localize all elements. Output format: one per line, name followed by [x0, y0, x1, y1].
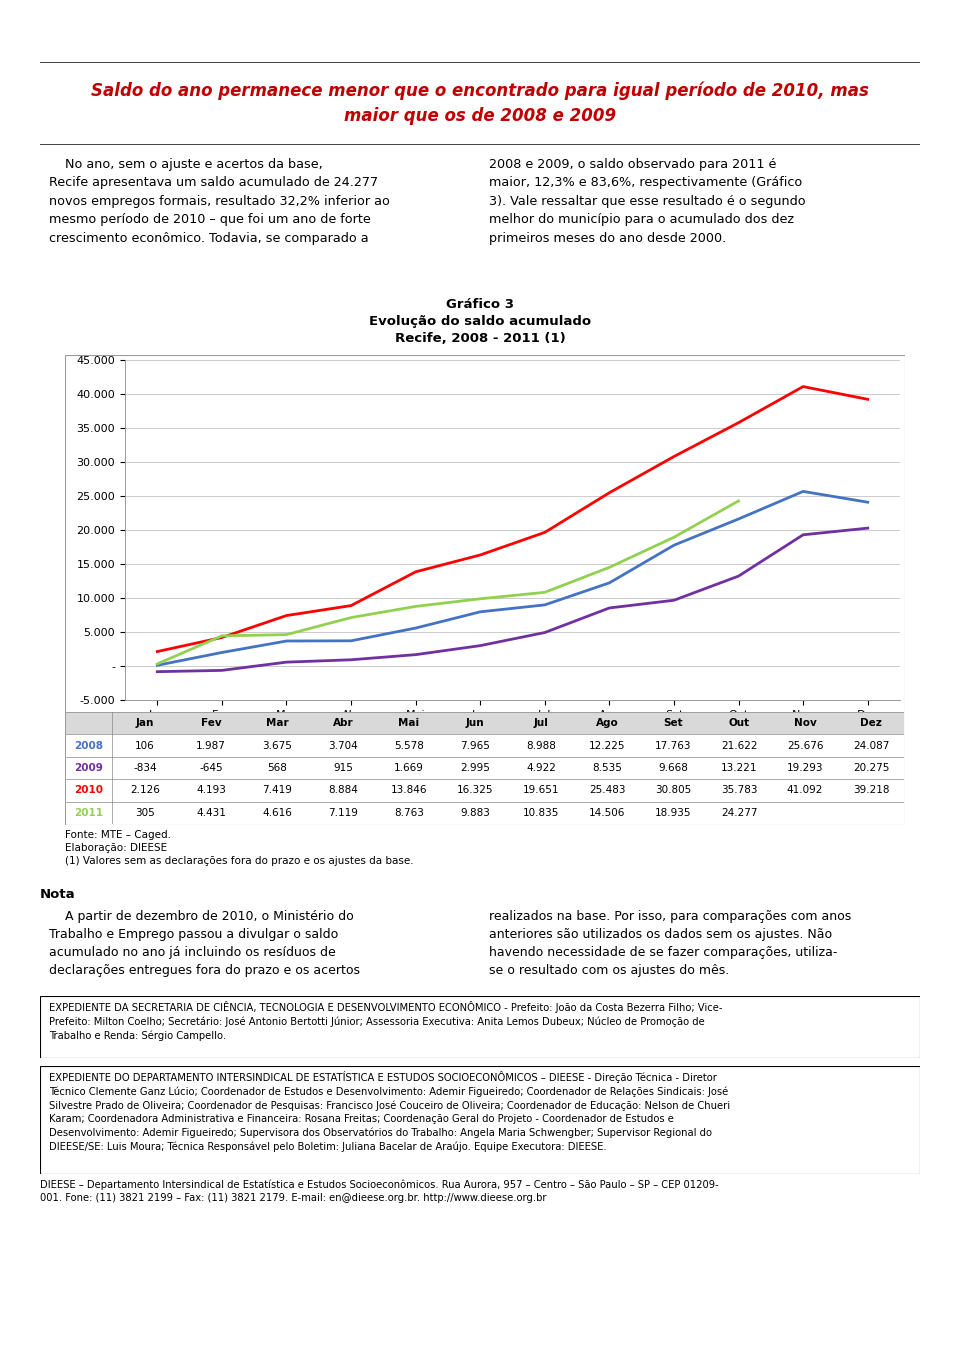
- Text: Nov: Nov: [794, 718, 816, 728]
- Text: 19.651: 19.651: [523, 785, 560, 796]
- Text: 106: 106: [135, 740, 155, 751]
- Text: Out: Out: [729, 718, 750, 728]
- Text: A partir de dezembro de 2010, o Ministério do
Trabalho e Emprego passou a divulg: A partir de dezembro de 2010, o Ministér…: [49, 909, 360, 977]
- Text: 39.218: 39.218: [852, 785, 889, 796]
- Text: Mar: Mar: [266, 718, 288, 728]
- Text: Dez: Dez: [860, 718, 882, 728]
- Text: 25.483: 25.483: [588, 785, 625, 796]
- Text: 7.965: 7.965: [460, 740, 490, 751]
- Text: No ano, sem o ajuste e acertos da base,
Recife apresentava um saldo acumulado de: No ano, sem o ajuste e acertos da base, …: [49, 158, 390, 245]
- Text: realizados na base. Por isso, para comparações com anos
anteriores são utilizado: realizados na base. Por isso, para compa…: [489, 909, 852, 977]
- Text: 568: 568: [267, 763, 287, 773]
- Text: Mai: Mai: [398, 718, 420, 728]
- Text: 41.092: 41.092: [787, 785, 823, 796]
- Text: 4.193: 4.193: [196, 785, 226, 796]
- Text: 10.835: 10.835: [523, 808, 560, 817]
- Text: 13.221: 13.221: [721, 763, 757, 773]
- Text: 20.275: 20.275: [852, 763, 889, 773]
- Text: 8.535: 8.535: [592, 763, 622, 773]
- Text: 2.995: 2.995: [460, 763, 490, 773]
- Text: Jan: Jan: [136, 718, 155, 728]
- Bar: [66, 735, 904, 756]
- Text: 16.325: 16.325: [457, 785, 493, 796]
- Text: 17.763: 17.763: [655, 740, 691, 751]
- Text: 8.884: 8.884: [328, 785, 358, 796]
- Text: Fonte: MTE – Caged.
Elaboração: DIEESE
(1) Valores sem as declarações fora do pr: Fonte: MTE – Caged. Elaboração: DIEESE (…: [65, 829, 414, 866]
- Text: Saldo do ano permanece menor que o encontrado para igual período de 2010, mas
ma: Saldo do ano permanece menor que o encon…: [91, 81, 869, 126]
- Text: 25.676: 25.676: [787, 740, 824, 751]
- Text: 3.675: 3.675: [262, 740, 292, 751]
- Text: 9.883: 9.883: [460, 808, 490, 817]
- Text: 35.783: 35.783: [721, 785, 757, 796]
- Text: 8.763: 8.763: [395, 808, 424, 817]
- Text: 915: 915: [333, 763, 353, 773]
- Text: 4.616: 4.616: [262, 808, 292, 817]
- Text: 4.431: 4.431: [196, 808, 226, 817]
- Text: 9.668: 9.668: [659, 763, 688, 773]
- Text: 2008: 2008: [75, 740, 104, 751]
- Text: 2.126: 2.126: [131, 785, 160, 796]
- Text: 1.669: 1.669: [395, 763, 424, 773]
- Text: Jul: Jul: [534, 718, 548, 728]
- Text: 2010: 2010: [75, 785, 104, 796]
- Text: Nota: Nota: [40, 889, 76, 901]
- Text: PÁGINA 5: PÁGINA 5: [891, 14, 946, 24]
- Text: 21.622: 21.622: [721, 740, 757, 751]
- Text: 24.277: 24.277: [721, 808, 757, 817]
- Bar: [66, 756, 904, 779]
- Text: 24.087: 24.087: [852, 740, 889, 751]
- Text: EXPEDIENTE DA SECRETARIA DE CIÊNCIA, TECNOLOGIA E DESENVOLVIMENTO ECONÔMICO - Pr: EXPEDIENTE DA SECRETARIA DE CIÊNCIA, TEC…: [49, 1001, 722, 1040]
- Bar: [66, 712, 904, 735]
- Text: Set: Set: [663, 718, 683, 728]
- Text: Gráfico 3
Evolução do saldo acumulado
Recife, 2008 - 2011 (1): Gráfico 3 Evolução do saldo acumulado Re…: [369, 298, 591, 345]
- Text: 4.922: 4.922: [526, 763, 556, 773]
- Text: 7.419: 7.419: [262, 785, 292, 796]
- Text: Jun: Jun: [466, 718, 485, 728]
- Text: 2009: 2009: [75, 763, 104, 773]
- Text: DIEESE – Departamento Intersindical de Estatística e Estudos Socioeconômicos. Ru: DIEESE – Departamento Intersindical de E…: [40, 1180, 719, 1203]
- Text: 19.293: 19.293: [787, 763, 824, 773]
- Text: 3.704: 3.704: [328, 740, 358, 751]
- Text: 14.506: 14.506: [588, 808, 625, 817]
- Text: 12.225: 12.225: [588, 740, 625, 751]
- Text: 13.846: 13.846: [391, 785, 427, 796]
- Bar: [66, 801, 904, 824]
- Text: EXPEDIENTE DO DEPARTAMENTO INTERSINDICAL DE ESTATÍSTICA E ESTUDOS SOCIOECONÔMICO: EXPEDIENTE DO DEPARTAMENTO INTERSINDICAL…: [49, 1072, 730, 1153]
- Text: 7.119: 7.119: [328, 808, 358, 817]
- Text: 305: 305: [135, 808, 155, 817]
- Text: 18.935: 18.935: [655, 808, 691, 817]
- Text: 1.987: 1.987: [196, 740, 226, 751]
- Text: 2008 e 2009, o saldo observado para 2011 é
maior, 12,3% e 83,6%, respectivamente: 2008 e 2009, o saldo observado para 2011…: [489, 158, 805, 245]
- Text: Fev: Fev: [201, 718, 222, 728]
- Text: 2011: 2011: [75, 808, 104, 817]
- Text: 8.988: 8.988: [526, 740, 556, 751]
- Text: 30.805: 30.805: [655, 785, 691, 796]
- Text: Abr: Abr: [333, 718, 353, 728]
- Text: BOLETIM INFORMATIVO NOV / 11: BOLETIM INFORMATIVO NOV / 11: [14, 14, 206, 24]
- Text: -645: -645: [200, 763, 223, 773]
- Text: -834: -834: [133, 763, 156, 773]
- Bar: [66, 779, 904, 801]
- Text: 5.578: 5.578: [395, 740, 424, 751]
- Text: Ago: Ago: [595, 718, 618, 728]
